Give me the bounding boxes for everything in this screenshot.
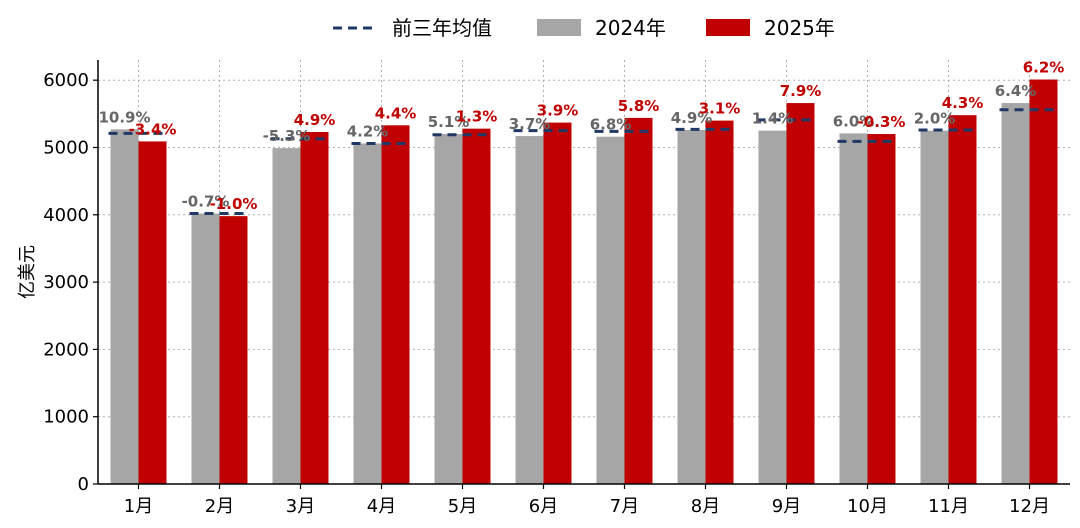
y-tick-label: 5000 [43, 137, 89, 158]
data-label-2025: 4.3% [942, 94, 984, 112]
x-tick-label: 12月 [1009, 496, 1050, 517]
x-tick-label: 2月 [205, 496, 234, 517]
bar-2025 [138, 141, 167, 484]
y-tick-label: 1000 [43, 407, 89, 428]
x-tick-label: 8月 [691, 496, 720, 517]
data-label-2024: 5.1% [428, 113, 470, 131]
bars [110, 79, 1058, 485]
x-tick-label: 6月 [529, 496, 558, 517]
bar-2025 [948, 115, 977, 484]
data-label-2024: 3.7% [509, 115, 551, 133]
x-tick-label: 10月 [847, 496, 888, 517]
bar-2024 [191, 213, 220, 484]
bar-2024 [353, 143, 382, 484]
bar-2024 [110, 129, 139, 485]
y-tick-label: 0 [78, 474, 89, 495]
bar-2025 [1029, 79, 1058, 485]
bar-2025 [300, 132, 329, 484]
legend-swatch-2025 [706, 19, 750, 36]
data-label-2025: 3.9% [537, 102, 579, 120]
data-label-2024: 2.0% [914, 110, 956, 128]
x-tick-label: 5月 [448, 496, 477, 517]
legend-label-avg: 前三年均值 [392, 16, 492, 40]
bar-2025 [624, 117, 653, 484]
y-tick-label: 3000 [43, 272, 89, 293]
data-label-2025: 1.3% [456, 108, 498, 126]
data-label-2024: 1.4% [752, 110, 794, 128]
bar-2024 [677, 129, 706, 484]
x-tick-label: 3月 [286, 496, 315, 517]
data-label-2024: 4.2% [347, 122, 389, 140]
bar-2025 [705, 120, 734, 485]
data-label-2024: 10.9% [98, 108, 150, 126]
legend-label-2025: 2025年 [764, 16, 835, 40]
data-label-2025: 3.1% [699, 100, 741, 118]
y-tick-label: 4000 [43, 205, 89, 226]
data-label-2024: 6.8% [590, 116, 632, 134]
x-tick-label: 1月 [124, 496, 153, 517]
bar-2025 [219, 216, 248, 484]
y-axis-label: 亿美元 [17, 245, 38, 299]
legend-item-avg: 前三年均值 [333, 16, 492, 40]
data-label-2025: 7.9% [780, 82, 822, 100]
data-label-2025: 4.9% [294, 111, 336, 129]
bar-2025 [381, 125, 410, 485]
bar-2024 [1001, 103, 1030, 485]
data-label-2025: -3.4% [129, 120, 177, 138]
x-tick-label: 7月 [610, 496, 639, 517]
y-ticks: 0 1000 2000 3000 4000 5000 6000 [43, 70, 98, 495]
data-label-2025: -1.0% [210, 195, 258, 213]
legend-item-2024: 2024年 [537, 16, 666, 40]
data-labels: 10.9% -0.7% -5.3% 4.2% 5.1% 3.7% 6.8% 4.9% 1.4% 6… [98, 59, 1064, 214]
x-ticks: 1月 2月 3月 4月 5月 6月 7月 8月 9月 10月 11月 12月 [124, 484, 1050, 517]
data-label-2025: -0.3% [858, 113, 906, 131]
x-tick-label: 11月 [928, 496, 969, 517]
bar-2024 [596, 136, 625, 484]
bar-2025 [867, 134, 896, 485]
bar-2024 [758, 130, 787, 484]
bar-2024 [515, 136, 544, 485]
x-tick-label: 4月 [367, 496, 396, 517]
data-label-2025: 5.8% [618, 97, 660, 115]
average-lines [108, 108, 1060, 215]
legend: 前三年均值 2024年 2025年 [333, 16, 835, 40]
data-label-2024: -0.7% [182, 192, 230, 210]
data-label-2025: 6.2% [1023, 59, 1065, 77]
bar-2024 [920, 130, 949, 484]
legend-item-2025: 2025年 [706, 16, 835, 40]
x-tick-label: 9月 [772, 496, 801, 517]
axes [97, 60, 1070, 485]
bar-2025 [786, 103, 815, 485]
bar-2025 [462, 128, 491, 484]
data-label-2024: 6.4% [995, 82, 1037, 100]
data-label-2025: 4.4% [375, 104, 417, 122]
bar-2024 [434, 134, 463, 485]
data-label-2024: -5.3% [263, 127, 311, 145]
bar-2025 [543, 122, 572, 484]
y-tick-label: 6000 [43, 70, 89, 91]
bar-2024 [839, 133, 868, 484]
legend-label-2024: 2024年 [595, 16, 666, 40]
data-label-2024: 6.0% [833, 112, 875, 130]
y-tick-label: 2000 [43, 339, 89, 360]
bar-2024 [272, 148, 301, 484]
data-label-2024: 4.9% [671, 109, 713, 127]
legend-swatch-2024 [537, 19, 581, 36]
